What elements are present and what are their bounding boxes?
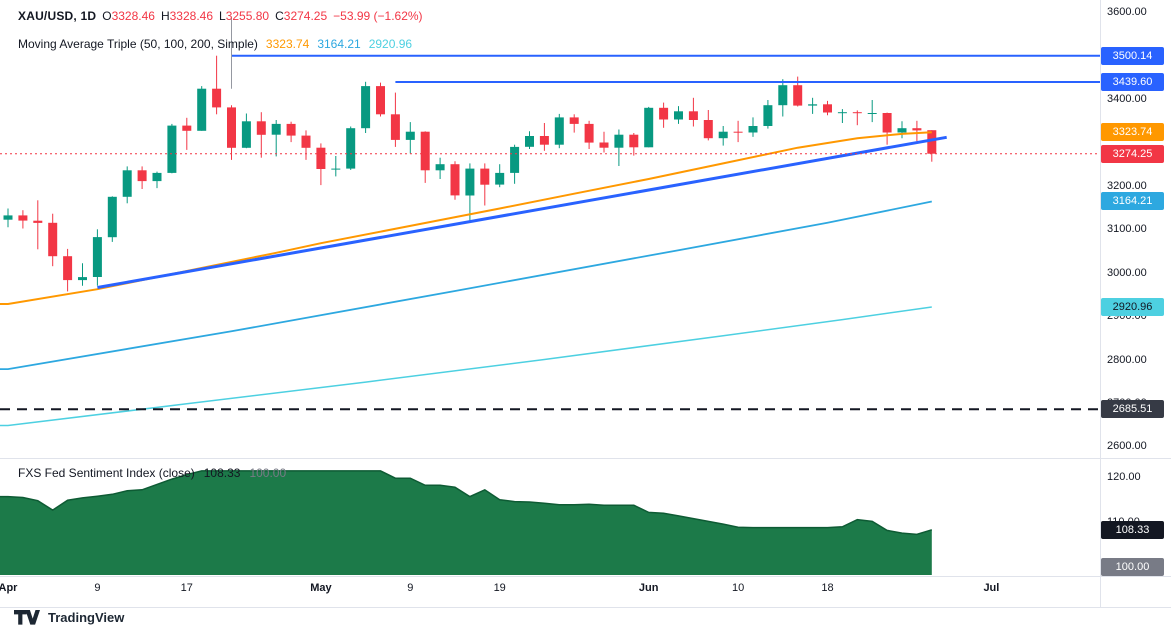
candle-up [241,121,251,148]
candle-down [18,215,28,221]
candle-up [78,277,87,281]
candle-up [867,113,877,114]
ma-values: 3323.74 3164.21 2920.96 [258,37,412,51]
ohlc-value: 3274.25 [283,9,328,23]
candle-down [927,130,937,154]
candle-down [823,104,832,113]
candle-up [837,112,847,114]
candle-down [390,114,400,140]
candle-down [316,147,326,169]
sentiment-area-series [0,470,933,575]
candle-up [435,164,445,171]
candle-down [301,135,311,148]
candle-up [107,196,117,238]
candle-down [688,111,698,120]
ohlc-values: O3328.46 H3328.46 L3255.80 C3274.25 [96,9,327,23]
change-value: −53.99 (−1.62%) [333,9,423,23]
candle-down [852,112,862,114]
candle-down [659,107,669,120]
symbol-legend-row[interactable]: XAU/USD, 1D O3328.46 H3328.46 L3255.80 C3274… [18,9,423,23]
candle-down [912,128,922,131]
ohlc-value: 3328.46 [111,9,155,23]
candle-up [152,172,162,182]
candle-down [733,131,743,133]
candle-up [510,146,520,173]
candlestick-series[interactable] [3,55,937,292]
candle-up [271,123,281,135]
ma-title: Moving Average Triple (50, 100, 200, Sim… [18,37,258,51]
candle-up [197,88,207,131]
candle-up [763,105,773,126]
sentiment-title: FXS Fed Sentiment Index (close) [18,466,195,480]
candle-down [286,123,296,136]
candle-up [167,125,177,173]
trendline[interactable] [97,135,947,289]
candle-down [584,123,594,143]
candle-down [793,85,803,106]
candle-down [420,131,430,171]
candle-down [882,113,892,133]
candle-up [92,237,102,277]
candle-down [450,164,460,196]
candle-up [346,128,356,169]
sentiment-value: 108.33 [203,466,241,480]
ma-value: 3164.21 [317,37,361,51]
candle-up [808,104,818,106]
candle-down [256,121,266,135]
pane-separators [0,0,1171,608]
sentiment-legend-row[interactable]: FXS Fed Sentiment Index (close) 108.33 100… [18,466,286,480]
candle-up [361,86,371,129]
tradingview-logo-icon [14,610,40,625]
candle-down [569,117,579,124]
candle-up [897,128,907,133]
ohlc-value: 3255.80 [225,9,270,23]
candle-down [376,86,385,115]
ma-value: 3323.74 [265,37,310,51]
ma-value: 2920.96 [368,37,413,51]
symbol-title: XAU/USD, 1D [18,9,97,23]
candle-up [614,134,624,148]
candle-up [331,168,341,170]
candle-down [480,168,490,185]
ma-legend-row[interactable]: Moving Average Triple (50, 100, 200, Sim… [18,37,412,51]
candle-down [227,107,236,148]
candle-down [212,88,222,108]
candle-up [674,111,683,120]
candle-up [778,85,788,106]
candle-up [122,170,132,197]
candle-up [718,131,728,139]
ohlc-label: C [275,9,284,23]
candle-down [48,222,58,257]
tradingview-logo[interactable]: TradingView [14,610,124,625]
ohlc-value: 3328.46 [169,9,214,23]
candle-up [554,117,564,145]
candle-up [3,215,13,220]
candle-up [465,168,475,196]
candle-down [539,136,549,145]
chart-canvas[interactable] [0,0,1171,608]
tradingview-logo-text: TradingView [48,610,125,625]
candle-up [495,172,505,185]
ohlc-label: O [102,9,112,23]
candle-up [405,131,415,140]
candle-down [703,120,713,139]
ma-200-line[interactable] [0,306,932,427]
candle-down [182,125,192,131]
candle-down [599,142,609,148]
ma-100-line[interactable] [0,200,932,371]
sentiment-base-value: 100.00 [249,466,287,480]
candle-down [137,170,147,182]
candle-down [33,220,43,223]
candle-down [629,134,639,148]
ohlc-label: L [219,9,226,23]
ma-50-line[interactable] [0,131,932,305]
candle-up [748,126,758,133]
candle-up [525,136,534,147]
candle-down [63,256,73,281]
ohlc-label: H [160,9,170,23]
candle-up [644,107,654,148]
